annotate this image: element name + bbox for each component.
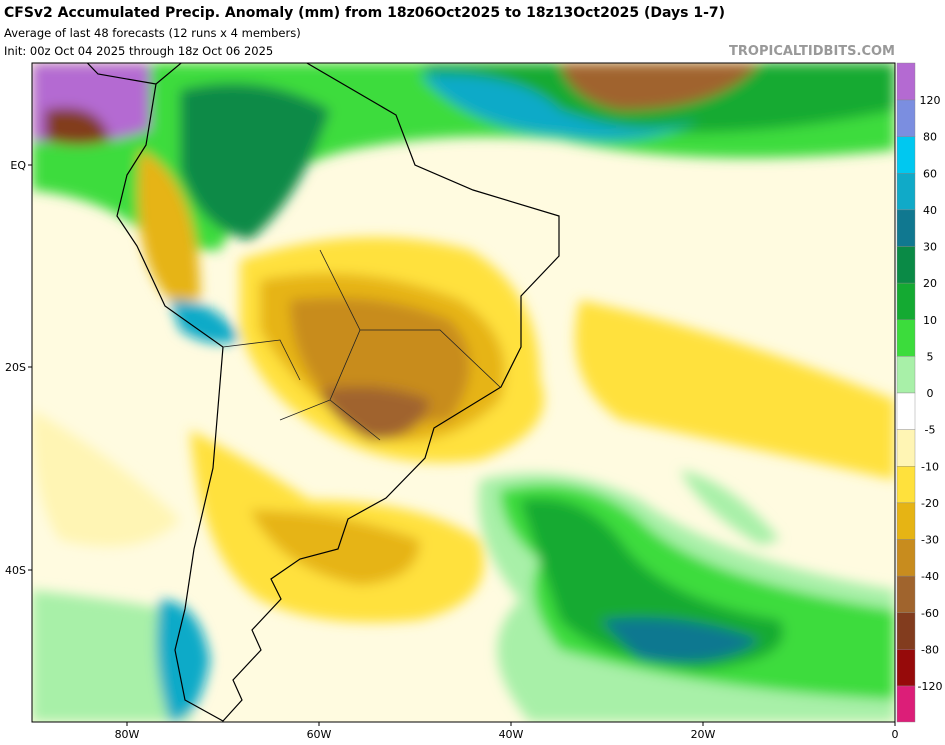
- colorbar-bin: [896, 173, 916, 211]
- lon-label: 20W: [691, 728, 716, 741]
- map: [32, 63, 895, 722]
- colorbar-label: 80: [923, 131, 937, 144]
- colorbar-label: 0: [927, 387, 934, 400]
- lon-label: 0: [892, 728, 899, 741]
- colorbar-label: -20: [921, 497, 939, 510]
- colorbar-label: 10: [923, 314, 937, 327]
- colorbar-bin: [896, 502, 916, 540]
- colorbar-bin: [896, 429, 916, 467]
- colorbar-label: -5: [925, 424, 936, 437]
- colorbar-bin: [896, 356, 916, 394]
- colorbar-label: -60: [921, 607, 939, 620]
- colorbar-bin: [896, 539, 916, 577]
- axis-labels: EQ 20S 40S 80W 60W 40W 20W 0: [5, 159, 898, 741]
- colorbar-label: -80: [921, 643, 939, 656]
- colorbar-bin: [896, 99, 916, 137]
- lon-label: 60W: [307, 728, 332, 741]
- lon-label: 80W: [115, 728, 140, 741]
- colorbar-label: 120: [920, 94, 941, 107]
- lat-label: EQ: [10, 159, 26, 172]
- colorbar-label: -40: [921, 570, 939, 583]
- colorbar-bin: [896, 392, 916, 430]
- colorbar-label: -10: [921, 460, 939, 473]
- watermark: TROPICALTIDBITS.COM: [729, 44, 895, 59]
- colorbar: 120 80 60 40 30 20 10 5 0 -5 -10 -20 -30 -40 -60 -80 -12…: [896, 62, 943, 723]
- colorbar-label: 60: [923, 167, 937, 180]
- colorbar-bin: [896, 649, 916, 687]
- lat-label: 40S: [5, 564, 26, 577]
- colorbar-bin: [896, 136, 916, 174]
- subtitle: Average of last 48 forecasts (12 runs x …: [4, 26, 301, 40]
- colorbar-label: 40: [923, 204, 937, 217]
- colorbar-label: -120: [918, 680, 943, 693]
- colorbar-bin: [896, 319, 916, 357]
- colorbar-bin: [896, 466, 916, 504]
- init-text: Init: 00z Oct 04 2025 through 18z Oct 06…: [4, 44, 273, 58]
- lon-label: 40W: [499, 728, 524, 741]
- colorbar-label: 20: [923, 277, 937, 290]
- colorbar-label: 30: [923, 241, 937, 254]
- colorbar-bin: [896, 575, 916, 613]
- lat-label: 20S: [5, 361, 26, 374]
- colorbar-bin: [896, 282, 916, 320]
- colorbar-bin: [896, 685, 916, 723]
- colorbar-label: -30: [921, 534, 939, 547]
- colorbar-bin: [896, 62, 916, 101]
- colorbar-label: 5: [927, 350, 934, 363]
- title: CFSv2 Accumulated Precip. Anomaly (mm) f…: [4, 5, 725, 21]
- colorbar-bin: [896, 246, 916, 284]
- colorbar-bin: [896, 612, 916, 650]
- colorbar-bin: [896, 209, 916, 247]
